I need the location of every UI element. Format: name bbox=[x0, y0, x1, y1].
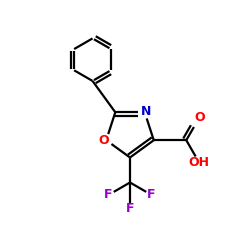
Text: OH: OH bbox=[189, 156, 210, 169]
Text: F: F bbox=[147, 188, 156, 202]
Text: O: O bbox=[98, 134, 108, 147]
Text: F: F bbox=[126, 202, 134, 215]
Text: F: F bbox=[104, 188, 113, 202]
Text: N: N bbox=[141, 104, 151, 118]
Text: O: O bbox=[194, 110, 205, 124]
